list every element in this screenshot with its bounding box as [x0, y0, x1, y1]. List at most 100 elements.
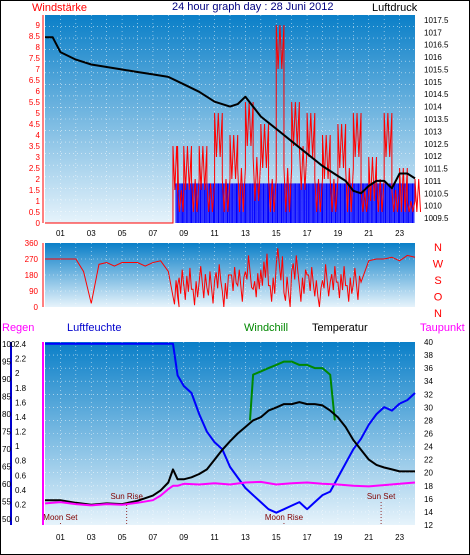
rain-tick-label: 2.2: [15, 355, 27, 364]
wind-tick-label: 4: [36, 131, 41, 140]
pressure-tick-label: 1011: [424, 177, 442, 186]
hour-tick-label: 15: [272, 533, 281, 542]
rain-tick-label: 1.8: [15, 384, 27, 393]
pressure-tick-label: 1010.5: [424, 189, 449, 198]
windchill-series-line: [249, 360, 336, 421]
hour-tick-label: 07: [148, 533, 157, 542]
hour-tick-label: 11: [210, 533, 219, 542]
wind-axis-label: Windstärke: [32, 2, 87, 14]
direction-tick-label: 270: [25, 255, 39, 264]
temperature-tick-label: 12: [424, 521, 433, 530]
temperature-tick-label: 14: [424, 508, 433, 517]
temperature-tick-label: 36: [424, 364, 433, 373]
wind-tick-label: 7: [36, 65, 41, 74]
hour-tick-label: 23: [395, 229, 404, 238]
temperature-tick-label: 22: [424, 456, 433, 465]
humidity-tick-label: 85: [2, 393, 11, 402]
hour-tick-label: 05: [118, 533, 127, 542]
hour-tick-label: 17: [303, 229, 312, 238]
temperature-tick-label: 28: [424, 416, 433, 425]
wind-pressure-chart: 0 0.5 1 1.5 2 2.5 3 3.5 4 4.5 5 5.5 6 6.5 7 7.5 8 8.5 9 10…: [29, 1, 449, 238]
wind-tick-label: 4.5: [29, 120, 41, 129]
hour-tick-label: 13: [241, 533, 250, 542]
pressure-tick-label: 1017: [424, 28, 442, 37]
pressure-tick-label: 1010: [424, 202, 442, 211]
temperature-series-line: [45, 401, 415, 506]
wind-direction-series: [45, 248, 416, 308]
annotation-label: Sun Set: [367, 492, 396, 501]
direction-tick-label: 0: [34, 303, 39, 312]
rain-tick-label: 0.6: [15, 471, 27, 480]
pressure-tick-label: 1011.5: [424, 165, 448, 174]
direction-axis-ticks: 0 90 180 270 360: [25, 239, 44, 312]
hour-axis-ticks: 01 03 05 07 09 11 13 15 17 19 21 23: [56, 229, 405, 238]
annotation-label: Moon Set: [43, 513, 78, 522]
pressure-tick-label: 1015.5: [424, 65, 449, 74]
wind-tick-label: 0: [36, 219, 41, 228]
wind-pressure-series: [45, 24, 422, 224]
wind-tick-label: 0.5: [29, 208, 41, 217]
wind-tick-label: 3.5: [29, 142, 41, 151]
pressure-tick-label: 1013: [424, 127, 442, 136]
wind-tick-label: 8: [36, 43, 41, 52]
pressure-axis-label: Luftdruck: [372, 2, 418, 14]
wind-tick-label: 2: [36, 175, 41, 184]
hour-tick-label: 01: [56, 229, 65, 238]
humidity-temperature-chart: Regen Luftfeuchte Windchill Temperatur T…: [2, 322, 465, 542]
annotation-label: Sun Rise: [110, 492, 143, 501]
humidity-axis-ticks: 50 55 60 65 70 75 80 85 90 95 100: [2, 340, 16, 524]
rain-tick-label: 0.4: [15, 486, 27, 495]
hour-tick-label: 21: [364, 229, 373, 238]
humidity-tick-label: 75: [2, 428, 11, 437]
hour-tick-label: 15: [272, 229, 281, 238]
rain-tick-label: 1.2: [15, 428, 27, 437]
sun-moon-annotations: Sun Rise Moon Set Moon Rise Sun Set: [43, 492, 396, 525]
humidity-tick-label: 65: [2, 463, 11, 472]
pressure-tick-label: 1012: [424, 152, 442, 161]
wind-axis-ticks: 0 0.5 1 1.5 2 2.5 3 3.5 4 4.5 5 5.5 6 6.5 7 7.5 8 8.5 9: [29, 15, 44, 228]
rain-tick-label: 1: [15, 442, 20, 451]
rain-label: Regen: [2, 322, 34, 334]
temperature-label: Temperatur: [312, 322, 368, 334]
compass-label: W: [433, 259, 444, 271]
pressure-tick-label: 1015: [424, 78, 442, 87]
pressure-tick-label: 1016.5: [424, 41, 449, 50]
direction-tick-label: 180: [25, 271, 39, 280]
annotation-label: Moon Rise: [265, 513, 304, 522]
wind-tick-label: 6.5: [29, 76, 41, 85]
wind-direction-line: [45, 248, 416, 308]
temperature-tick-label: 38: [424, 351, 433, 360]
compass-label: S: [434, 275, 441, 287]
wind-tick-label: 8.5: [29, 32, 41, 41]
humidity-series-line: [45, 342, 416, 514]
rain-tick-label: 2.4: [15, 340, 27, 349]
windchill-label: Windchill: [244, 322, 288, 334]
compass-label: O: [434, 292, 443, 304]
wind-tick-label: 6: [36, 87, 41, 96]
hour-tick-label: 05: [118, 229, 127, 238]
rain-axis-ticks: 0 0.2 0.4 0.6 0.8 1 1.2 1.4 1.6 1.8 2 2.2 2.4: [10, 340, 44, 525]
hour-tick-label: 21: [364, 533, 373, 542]
hour-tick-label: 09: [179, 229, 188, 238]
temperature-tick-label: 26: [424, 430, 433, 439]
compass-label: N: [434, 308, 442, 320]
humidity-tick-label: 80: [2, 410, 11, 419]
pressure-tick-label: 1009.5: [424, 214, 449, 223]
hour-tick-label: 19: [333, 533, 342, 542]
hour-tick-label: 17: [303, 533, 312, 542]
pressure-tick-label: 1016: [424, 53, 442, 62]
rain-tick-label: 2: [15, 369, 20, 378]
dewpoint-label: Taupunkt: [420, 322, 465, 334]
wind-tick-label: 9: [36, 21, 41, 30]
pressure-tick-label: 1017.5: [424, 16, 449, 25]
compass-label: N: [434, 242, 442, 254]
temperature-tick-label: 32: [424, 390, 433, 399]
temperature-tick-label: 16: [424, 495, 433, 504]
wind-tick-label: 3: [36, 153, 41, 162]
hour-tick-label: 11: [210, 229, 219, 238]
wind-series-line: [45, 24, 422, 224]
direction-tick-label: 90: [29, 287, 38, 296]
